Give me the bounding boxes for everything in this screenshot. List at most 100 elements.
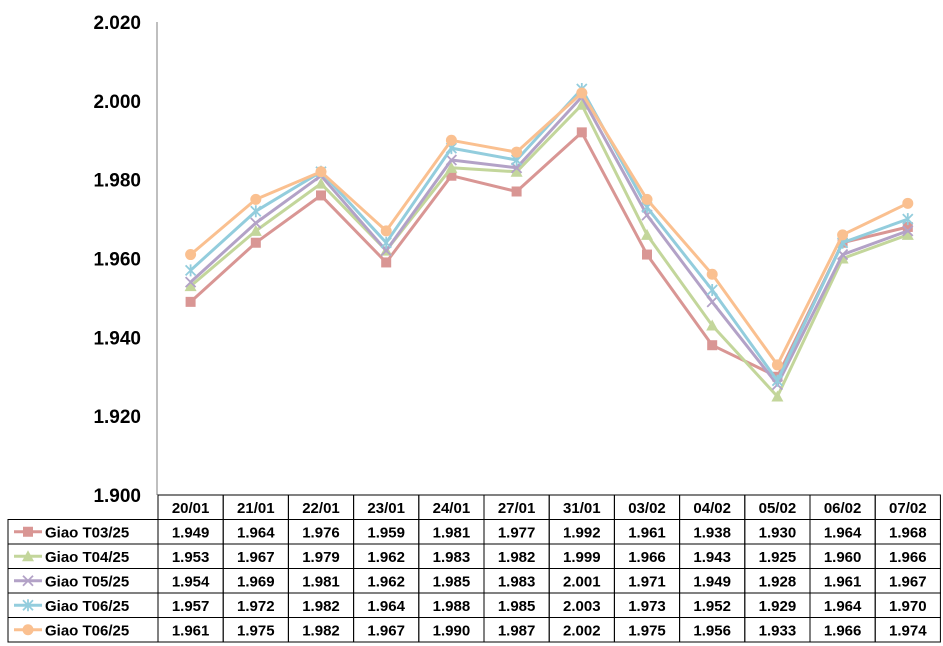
- data-label: 2.001: [563, 574, 601, 591]
- data-point: [445, 134, 457, 146]
- data-label: 1.956: [693, 623, 731, 640]
- data-point: [902, 225, 914, 237]
- legend-label: Giao T06/25: [45, 623, 129, 640]
- data-point: [250, 237, 261, 248]
- data-label: 1.992: [563, 525, 601, 542]
- data-label: 1.975: [237, 623, 275, 640]
- data-label: 1.967: [889, 574, 927, 591]
- x-tick-label: 04/02: [693, 500, 731, 517]
- data-label: 2.003: [563, 598, 601, 615]
- data-label: 1.982: [302, 623, 340, 640]
- data-label: 1.985: [433, 574, 471, 591]
- data-label: 1.971: [628, 574, 666, 591]
- data-label: 1.981: [433, 525, 471, 542]
- data-label: 1.976: [302, 525, 340, 542]
- table-row: Giao T06/25 1.957 1.972 1.982 1.964 1.988 1.98…: [7, 592, 941, 618]
- data-label: 1.988: [433, 598, 471, 615]
- table-row: Giao T06/25 1.961 1.975 1.982 1.967 1.990 1.98…: [7, 617, 941, 643]
- data-label: 1.949: [693, 574, 731, 591]
- data-point: [837, 229, 849, 241]
- x-tick-label: 06/02: [824, 500, 862, 517]
- data-point: [249, 224, 262, 236]
- data-label: 1.928: [759, 574, 797, 591]
- data-label: 1.962: [367, 549, 405, 566]
- y-tick-label: 1.940: [93, 328, 141, 349]
- data-point: [184, 280, 197, 292]
- data-point: [706, 319, 719, 331]
- table-row: Giao T04/25 1.953 1.967 1.979 1.962 1.983 1.98…: [7, 543, 941, 569]
- y-tick-label: 1.960: [93, 250, 141, 271]
- data-label: 1.973: [628, 598, 666, 615]
- data-label: 1.983: [498, 574, 536, 591]
- data-label: 1.960: [824, 549, 862, 566]
- data-point: [902, 213, 914, 226]
- data-label: 1.964: [237, 525, 275, 542]
- data-label: 1.925: [759, 549, 797, 566]
- data-point: [316, 190, 326, 201]
- data-label: 1.967: [367, 623, 405, 640]
- data-point: [380, 236, 392, 249]
- y-tick-label: 2.020: [93, 13, 141, 34]
- data-label: 1.970: [889, 598, 927, 615]
- data-point: [771, 359, 783, 371]
- data-label: 1.969: [237, 574, 275, 591]
- series-2: [184, 98, 914, 402]
- data-label: 1.964: [824, 598, 862, 615]
- data-point: [706, 296, 718, 308]
- data-point: [250, 217, 262, 229]
- series-line: [189, 91, 909, 367]
- data-point: [706, 284, 718, 297]
- series-5: [185, 87, 914, 371]
- data-point: [315, 166, 327, 178]
- y-tick-label: 1.900: [93, 486, 141, 507]
- y-axis: 1.900 1.920 1.940 1.960 1.980 2.000 2.020: [93, 13, 158, 507]
- legend-marker: [22, 624, 34, 636]
- x-tick-label: 27/01: [498, 500, 536, 517]
- y-tick-label: 2.000: [93, 92, 141, 113]
- data-label: 1.964: [367, 598, 405, 615]
- data-point: [250, 193, 262, 205]
- data-label: 1.966: [889, 549, 927, 566]
- data-label: 1.967: [237, 549, 275, 566]
- data-point: [185, 249, 197, 261]
- data-label: 1.974: [889, 623, 927, 640]
- data-point: [184, 276, 197, 288]
- y-tick-label: 1.920: [93, 407, 141, 428]
- legend-marker: [22, 575, 34, 587]
- legend-marker: [22, 599, 34, 612]
- data-label: 1.949: [172, 525, 210, 542]
- data-point: [511, 186, 522, 197]
- legend-marker: [23, 526, 33, 537]
- table-row: Giao T03/25 1.949 1.964 1.976 1.959 1.981 1.97…: [7, 519, 941, 545]
- x-tick-label: 05/02: [759, 500, 797, 517]
- data-point: [445, 154, 458, 166]
- legend-label: Giao T04/25: [45, 549, 129, 566]
- data-point: [771, 374, 784, 387]
- data-point: [642, 249, 652, 260]
- data-point: [771, 390, 784, 402]
- data-label: 1.985: [498, 598, 536, 615]
- data-point: [380, 225, 392, 237]
- legend-label: Giao T06/25: [45, 598, 129, 615]
- data-label: 1.966: [628, 549, 666, 566]
- data-point: [446, 170, 457, 181]
- y-tick-label: 1.980: [93, 171, 141, 192]
- x-tick-label: 31/01: [563, 500, 601, 517]
- data-label: 1.979: [302, 549, 340, 566]
- data-table: 20/01 21/01 22/01 23/01 24/01 27/01 31/01 03/02…: [7, 494, 941, 643]
- data-label: 1.954: [172, 574, 210, 591]
- data-label: 1.962: [367, 574, 405, 591]
- data-label: 1.961: [628, 525, 666, 542]
- data-point: [575, 98, 588, 110]
- data-point: [184, 264, 197, 277]
- series-line: [189, 95, 909, 387]
- data-point: [641, 193, 653, 205]
- data-label: 1.933: [759, 623, 797, 640]
- data-point: [250, 205, 262, 218]
- data-label: 1.972: [237, 598, 275, 615]
- plot-area: [184, 83, 914, 402]
- data-label: 2.002: [563, 623, 601, 640]
- data-label: 1.981: [302, 574, 340, 591]
- data-label: 1.938: [693, 525, 731, 542]
- x-tick-label: 23/01: [367, 500, 405, 517]
